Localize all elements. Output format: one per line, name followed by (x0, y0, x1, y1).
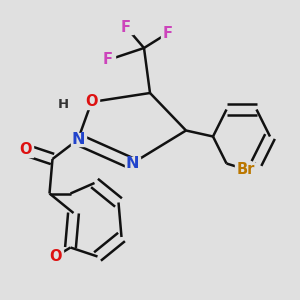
Text: H: H (57, 98, 69, 112)
Bar (70, 133, 86, 146)
Bar (160, 26, 175, 40)
Text: N: N (71, 132, 85, 147)
Bar (124, 157, 140, 170)
Bar (100, 53, 116, 67)
Text: O: O (85, 94, 98, 110)
Bar (235, 163, 257, 176)
Text: N: N (125, 156, 139, 171)
Bar (18, 143, 33, 157)
Text: O: O (19, 142, 32, 158)
Text: O: O (49, 249, 62, 264)
Bar (118, 20, 134, 34)
Bar (56, 98, 70, 112)
Text: Br: Br (237, 162, 255, 177)
Bar (84, 95, 99, 109)
Text: F: F (163, 26, 173, 40)
Bar (48, 250, 63, 263)
Text: F: F (103, 52, 113, 68)
Text: F: F (121, 20, 131, 34)
